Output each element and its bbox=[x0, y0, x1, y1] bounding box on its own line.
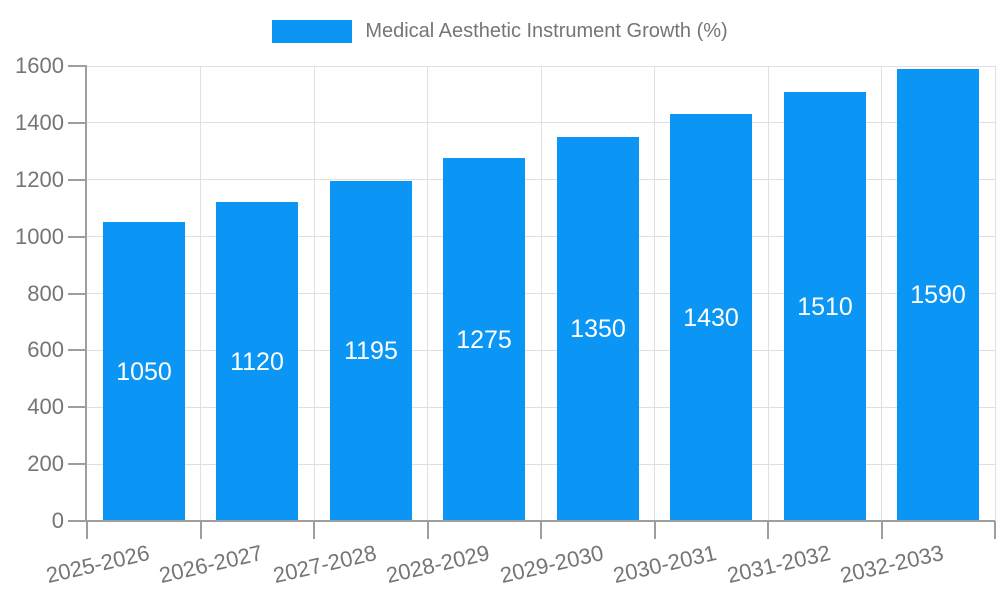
chart-legend: Medical Aesthetic Instrument Growth (%) bbox=[0, 20, 1000, 43]
x-gridline bbox=[767, 66, 769, 521]
bar-value-label: 1195 bbox=[344, 337, 398, 365]
x-axis-tick bbox=[767, 521, 769, 539]
bar: 1120 bbox=[216, 202, 298, 521]
bar-value-label: 1350 bbox=[570, 315, 626, 343]
y-axis-tick bbox=[68, 178, 87, 181]
y-axis-tick bbox=[68, 520, 87, 522]
x-gridline bbox=[881, 66, 882, 521]
x-axis-line bbox=[85, 520, 995, 522]
y-axis-tick bbox=[68, 65, 87, 67]
bar-value-label: 1050 bbox=[116, 357, 172, 386]
x-tick-label: 2026-2027 bbox=[156, 540, 265, 589]
x-tick-label: 2025-2026 bbox=[43, 540, 152, 589]
x-gridline bbox=[540, 66, 542, 521]
bar: 1275 bbox=[443, 158, 525, 521]
x-axis-tick bbox=[880, 521, 883, 539]
x-tick-label: 2030-2031 bbox=[610, 540, 719, 589]
bar-value-label: 1590 bbox=[910, 281, 966, 309]
x-gridline bbox=[994, 66, 996, 521]
x-gridline bbox=[313, 66, 315, 521]
x-axis-tick bbox=[86, 521, 88, 539]
x-tick-label: 2027-2028 bbox=[270, 540, 379, 589]
x-tick-label: 2029-2030 bbox=[497, 540, 606, 589]
y-axis-tick bbox=[68, 349, 87, 352]
x-axis-tick bbox=[199, 521, 202, 539]
y-axis-tick bbox=[68, 235, 87, 238]
x-tick-label: 2028-2029 bbox=[383, 540, 492, 589]
bar-value-label: 1275 bbox=[456, 325, 512, 354]
x-axis-tick bbox=[313, 521, 315, 539]
legend-item[interactable]: Medical Aesthetic Instrument Growth (%) bbox=[272, 20, 728, 43]
legend-label: Medical Aesthetic Instrument Growth (%) bbox=[365, 20, 728, 42]
x-axis-tick bbox=[653, 521, 656, 539]
x-gridline bbox=[200, 66, 201, 521]
y-tick-label: 600 bbox=[27, 337, 64, 363]
bar: 1510 bbox=[784, 92, 866, 521]
bar: 1430 bbox=[670, 114, 752, 521]
y-tick-label: 1600 bbox=[15, 53, 64, 78]
y-tick-label: 1200 bbox=[15, 166, 64, 192]
x-axis-tick bbox=[540, 521, 542, 539]
y-tick-label: 800 bbox=[27, 280, 64, 306]
bar-value-label: 1510 bbox=[797, 292, 853, 321]
bar: 1590 bbox=[897, 69, 979, 521]
x-tick-label: 2031-2032 bbox=[724, 540, 833, 589]
legend-color-swatch bbox=[272, 20, 353, 43]
y-tick-label: 200 bbox=[27, 451, 64, 477]
y-axis-line bbox=[85, 66, 87, 521]
y-tick-label: 1400 bbox=[15, 109, 64, 135]
bar: 1050 bbox=[103, 222, 185, 521]
y-axis-tick bbox=[68, 406, 87, 409]
y-axis-tick bbox=[68, 292, 87, 295]
x-tick-label: 2032-2033 bbox=[837, 540, 946, 589]
y-axis-tick bbox=[68, 121, 87, 124]
y-tick-label: 400 bbox=[27, 394, 64, 420]
y-tick-label: 1000 bbox=[15, 223, 64, 249]
x-gridline bbox=[654, 66, 655, 521]
y-axis-tick bbox=[68, 463, 87, 466]
y-tick-label: 0 bbox=[51, 508, 64, 533]
bar-value-label: 1120 bbox=[230, 347, 284, 376]
bar-value-label: 1430 bbox=[683, 303, 739, 332]
x-axis-tick bbox=[994, 521, 996, 539]
bar: 1350 bbox=[557, 137, 639, 521]
x-axis-tick bbox=[426, 521, 429, 539]
bar: 1195 bbox=[330, 181, 412, 521]
x-gridline bbox=[427, 66, 428, 521]
